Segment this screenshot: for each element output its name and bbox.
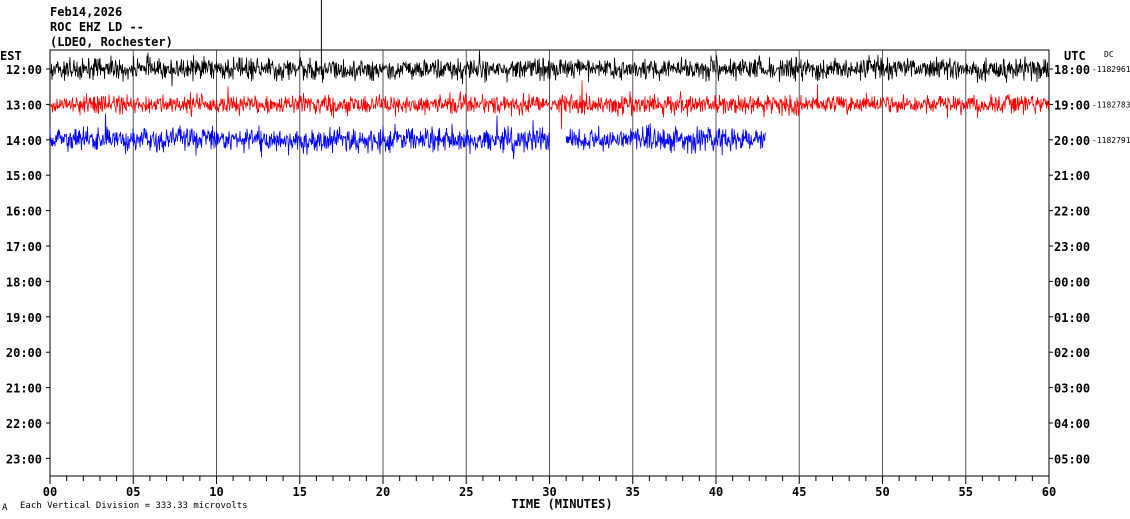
utc-row-label: 21:00 bbox=[1054, 169, 1090, 183]
trace-series-3 bbox=[565, 123, 767, 156]
est-row-label: 17:00 bbox=[6, 240, 42, 254]
utc-row-label: 01:00 bbox=[1054, 311, 1090, 325]
utc-row-label: 04:00 bbox=[1054, 417, 1090, 431]
utc-row-label: 02:00 bbox=[1054, 346, 1090, 360]
utc-row-label: 23:00 bbox=[1054, 240, 1090, 254]
est-row-label: 21:00 bbox=[6, 382, 42, 396]
header-station: ROC EHZ LD -- bbox=[50, 20, 144, 34]
trace-series-1 bbox=[49, 50, 1050, 87]
x-tick-label: 60 bbox=[1042, 485, 1056, 499]
est-row-label: 23:00 bbox=[6, 452, 42, 466]
chart-traces bbox=[49, 0, 1050, 160]
x-tick-label: 25 bbox=[459, 485, 473, 499]
utc-row-label: 03:00 bbox=[1054, 382, 1090, 396]
left-axis-label: EST bbox=[0, 49, 22, 63]
dc-label: DC bbox=[1104, 50, 1114, 59]
x-tick-label: 20 bbox=[376, 485, 390, 499]
est-row-label: 16:00 bbox=[6, 205, 42, 219]
est-row-label: 20:00 bbox=[6, 346, 42, 360]
est-row-label: 14:00 bbox=[6, 134, 42, 148]
est-row-label: 22:00 bbox=[6, 417, 42, 431]
est-row-label: 13:00 bbox=[6, 98, 42, 112]
est-row-label: 12:00 bbox=[6, 63, 42, 77]
footer-note: Each Vertical Division = 333.33 microvol… bbox=[20, 501, 248, 511]
utc-row-label: 22:00 bbox=[1054, 205, 1090, 219]
x-tick-label: 45 bbox=[792, 485, 806, 499]
utc-row-label: 18:00 bbox=[1054, 63, 1090, 77]
x-tick-label: 50 bbox=[875, 485, 889, 499]
est-row-label: 15:00 bbox=[6, 169, 42, 183]
header-network: (LDEO, Rochester) bbox=[50, 35, 173, 49]
chart-tick-labels: 00 05 10 15 20 25 30 35 40 45 50 55 60 12:00 13:00 14:0… bbox=[6, 63, 1130, 499]
right-axis-label: UTC bbox=[1064, 49, 1086, 63]
trace-series-2 bbox=[49, 80, 1050, 130]
x-tick-label: 35 bbox=[626, 485, 640, 499]
x-tick-label: 30 bbox=[542, 485, 556, 499]
x-tick-label: 10 bbox=[209, 485, 223, 499]
dc-offset-label: -1182961 bbox=[1092, 65, 1130, 74]
utc-row-label: 20:00 bbox=[1054, 134, 1090, 148]
x-tick-label: 15 bbox=[293, 485, 307, 499]
dc-offset-label: -1182791 bbox=[1092, 136, 1130, 145]
trace-series-3 bbox=[49, 113, 550, 160]
corner-mark: A bbox=[2, 503, 8, 513]
utc-row-label: 19:00 bbox=[1054, 98, 1090, 112]
utc-row-label: 05:00 bbox=[1054, 452, 1090, 466]
header-date: Feb14,2026 bbox=[50, 5, 122, 19]
x-tick-label: 05 bbox=[126, 485, 140, 499]
chart-grid bbox=[46, 49, 1053, 484]
x-axis-label: TIME (MINUTES) bbox=[511, 497, 612, 511]
x-tick-label: 55 bbox=[959, 485, 973, 499]
utc-row-label: 00:00 bbox=[1054, 275, 1090, 289]
dc-offset-label: -1182783 bbox=[1092, 100, 1130, 109]
x-tick-label: 00 bbox=[43, 485, 57, 499]
est-row-label: 18:00 bbox=[6, 275, 42, 289]
est-row-label: 19:00 bbox=[6, 311, 42, 325]
x-tick-label: 40 bbox=[709, 485, 723, 499]
